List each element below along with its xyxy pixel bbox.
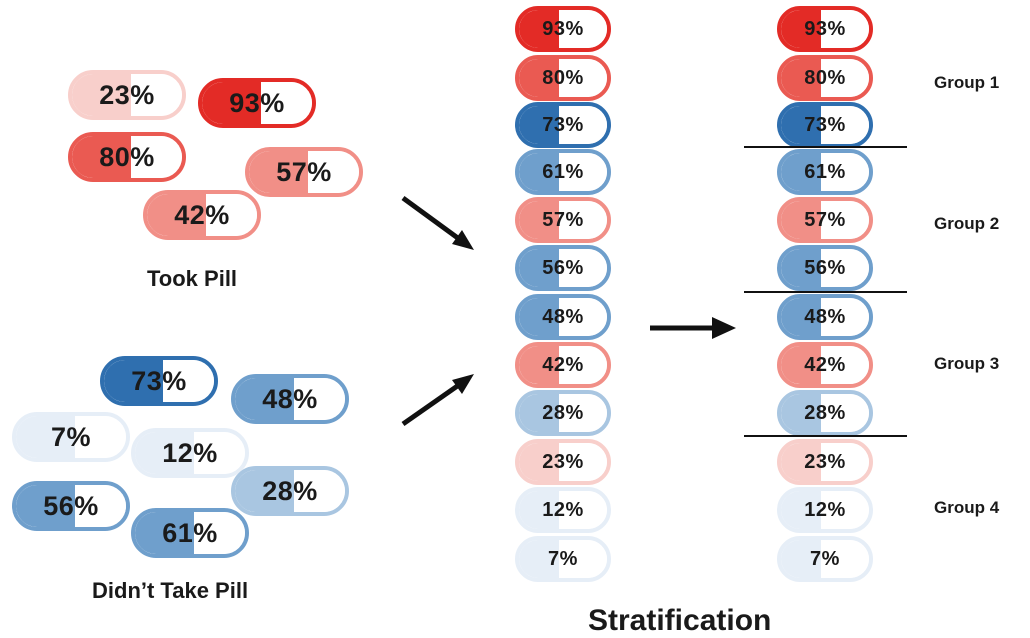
didnt-take-pill-label: Didn’t Take Pill [92,578,249,603]
pill-value: 7% [548,547,578,570]
group-3-label: Group 3 [934,354,1000,373]
pill-value: 7% [810,547,840,570]
pill-value: 23% [804,450,846,473]
grouped-pill-capsule: 28% [777,390,873,436]
pill-value: 12% [804,498,846,521]
grouped-pill-capsule: 48% [777,294,873,340]
grouped-pill-capsule: 23% [777,439,873,485]
pill-value: 57% [804,208,846,231]
control-pill-capsule: 56% [12,481,130,531]
took-pill-capsule: 80% [68,132,186,182]
pill-value: 57% [542,208,584,231]
pill-value: 93% [542,17,584,40]
grouped-pill-capsule: 57% [777,197,873,243]
stratification-label: Stratification [588,604,772,637]
sorted-pill-capsule: 80% [515,55,611,101]
pill-value: 42% [542,353,584,376]
group-divider-1-2 [744,146,907,148]
pill-value: 73% [131,365,187,396]
grouped-pill-capsule: 73% [777,102,873,148]
sorted-pill-capsule: 48% [515,294,611,340]
pill-value: 56% [43,490,99,521]
control-pill-capsule: 73% [100,356,218,406]
sorted-pill-capsule: 12% [515,487,611,533]
grouped-pill-capsule: 56% [777,245,873,291]
sorted-pill-capsule: 23% [515,439,611,485]
pill-value: 61% [542,160,584,183]
grouped-pill-capsule: 42% [777,342,873,388]
sorted-pill-capsule: 28% [515,390,611,436]
pill-value: 80% [99,141,155,172]
sorted-pill-capsule: 93% [515,6,611,52]
control-pill-capsule: 28% [231,466,349,516]
group-divider-3-4 [744,435,907,437]
pill-value: 7% [50,421,92,452]
sorted-pill-capsule: 7% [515,536,611,582]
pill-value: 42% [174,199,230,230]
pill-value: 28% [262,475,318,506]
arrowhead-groups [712,317,736,339]
pill-value: 57% [276,156,332,187]
pill-value: 93% [804,17,846,40]
control-pill-capsule: 48% [231,374,349,424]
pill-value: 80% [804,66,846,89]
pill-value: 48% [262,383,318,414]
arrowhead-took [452,230,474,250]
took-pill-capsule: 93% [198,78,316,128]
arrow-didnt-to-sorted [401,377,468,427]
grouped-pill-capsule: 93% [777,6,873,52]
control-pill-capsule: 61% [131,508,249,558]
pill-value: 56% [804,256,846,279]
pill-value: 73% [542,113,584,136]
pill-value: 28% [804,401,846,424]
pill-value: 28% [542,401,584,424]
arrow-took-to-sorted [401,195,468,247]
sorted-pill-capsule: 42% [515,342,611,388]
sorted-pill-capsule: 56% [515,245,611,291]
took-pill-capsule: 57% [245,147,363,197]
grouped-pill-capsule: 7% [777,536,873,582]
arrowhead-didnt [452,374,474,394]
pill-value: 42% [804,353,846,376]
grouped-pill-capsule: 12% [777,487,873,533]
pill-value: 23% [542,450,584,473]
sorted-pill-capsule: 73% [515,102,611,148]
control-pill-capsule: 7% [12,412,130,462]
pill-value: 56% [542,256,584,279]
group-1-label: Group 1 [934,73,1000,92]
group-divider-2-3 [744,291,907,293]
group-2-label: Group 2 [934,214,1000,233]
pill-value: 61% [162,517,218,548]
took-pill-label: Took Pill [147,266,238,291]
control-pill-capsule: 12% [131,428,249,478]
pill-value: 93% [229,87,285,118]
group-4-label: Group 4 [934,498,1000,517]
sorted-pill-capsule: 61% [515,149,611,195]
grouped-pill-capsule: 61% [777,149,873,195]
pill-value: 73% [804,113,846,136]
pill-value: 48% [804,305,846,328]
pill-value: 48% [542,305,584,328]
grouped-pill-capsule: 80% [777,55,873,101]
pill-value: 23% [99,79,155,110]
pill-value: 12% [162,437,218,468]
pill-value: 80% [542,66,584,89]
took-pill-capsule: 42% [143,190,261,240]
sorted-pill-capsule: 57% [515,197,611,243]
pill-value: 61% [804,160,846,183]
pill-value: 12% [542,498,584,521]
took-pill-capsule: 23% [68,70,186,120]
